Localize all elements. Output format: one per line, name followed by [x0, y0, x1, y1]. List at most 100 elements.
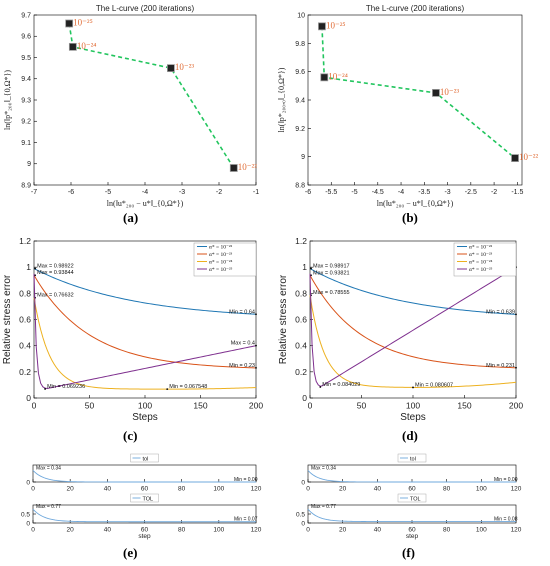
y-tick-label: 9.2 [21, 119, 31, 126]
x-tick-label: -3 [179, 189, 185, 196]
axes-c [33, 240, 257, 399]
lcurve-line [321, 26, 516, 159]
lcurve-point [511, 154, 519, 162]
chart-title: The L-curve (200 iterations) [96, 4, 195, 13]
x-tick-label: -1 [253, 189, 259, 196]
y-tick-label: 9.5 [21, 55, 31, 62]
y-axis-label: Relative stress error [278, 274, 289, 364]
x-tick-label: 120 [251, 527, 262, 534]
datatip-point [515, 313, 517, 316]
alpha-label: 10⁻²⁵ [73, 18, 93, 28]
y-tick-label: 0.6 [295, 314, 307, 324]
x-tick-label: -3.5 [418, 189, 430, 196]
x-tick-label: 60 [141, 527, 149, 534]
legend-entry: α* = 10⁻²⁵ [469, 267, 493, 273]
axes-b [307, 14, 523, 186]
panel-label-d: (d) [402, 428, 418, 443]
datatip-label: Min = 0.080607 [415, 382, 453, 388]
legend-entry: α* = 10⁻²² [469, 245, 493, 251]
datatip-label: Max = 0.98922 [37, 264, 74, 270]
series-line [309, 295, 517, 388]
datatip-label: Max = 0.34 [36, 465, 61, 471]
y-tick-label: 9.4 [295, 97, 305, 104]
y-tick-label: 0.2 [295, 367, 307, 377]
x-tick-label: 0 [31, 527, 35, 534]
series-line [309, 275, 517, 369]
lcurve-point [68, 42, 77, 51]
y-tick-label: 8.8 [295, 182, 305, 189]
datatip-label: Min = 0.231 [486, 363, 515, 369]
panel-label-c: (c) [123, 428, 138, 443]
datatip-point [255, 313, 257, 316]
y-tick-label: 1 [302, 262, 307, 272]
y-tick-label: 9.6 [295, 69, 305, 76]
x-tick-label: -3 [444, 189, 450, 196]
x-tick-label: 60 [141, 486, 149, 493]
x-axis-label: Steps [400, 412, 426, 423]
x-axis-label: ln(‖u*₂₀₀ − u*‖_{0,Ω*}) [107, 199, 184, 208]
y-tick-label: 9.6 [21, 34, 31, 41]
y-tick-label: 9 [27, 161, 31, 168]
x-tick-label: -4.5 [372, 189, 384, 196]
x-tick-label: -5.5 [325, 189, 337, 196]
alpha-label: 10⁻²⁴ [77, 41, 97, 51]
x-tick-label: 50 [357, 401, 367, 411]
y-tick-label: 0.4 [295, 341, 307, 351]
datatip-label: Max = 0.93821 [313, 270, 350, 276]
x-tick-label: 20 [339, 486, 347, 493]
lcurve-point [166, 64, 175, 73]
series-line [33, 297, 257, 390]
lcurve-point [65, 19, 74, 28]
tol-line [307, 470, 516, 483]
legend-entry: TOL [410, 496, 421, 502]
tol-line [32, 508, 256, 523]
datatip-point [255, 367, 257, 369]
x-tick-label: -6 [305, 189, 311, 196]
x-tick-label: 40 [374, 527, 382, 534]
x-tick-label: 100 [476, 527, 487, 534]
y-tick-label: 0.2 [19, 367, 31, 377]
x-tick-label: 100 [213, 527, 224, 534]
x-axis-label: Steps [132, 412, 158, 423]
x-tick-label: 40 [104, 486, 112, 493]
datatip-label: Min = 0.08 [494, 517, 518, 523]
x-tick-label: 0 [306, 486, 310, 493]
axes-e1 [32, 464, 257, 483]
x-tick-label: 120 [251, 486, 262, 493]
x-tick-label: 80 [443, 486, 451, 493]
panel-label-f: (f) [402, 545, 415, 560]
series-line [33, 273, 257, 389]
lcurve-line [68, 23, 235, 169]
x-tick-label: -7 [31, 189, 37, 196]
datatip-point [166, 388, 169, 391]
x-tick-label: -4 [398, 189, 404, 196]
legend-entry: α* = 10⁻²³ [469, 252, 493, 258]
y-tick-label: 9.7 [21, 12, 31, 19]
legend-entry: TOL [143, 496, 154, 502]
datatip-label: Max = 0.4 [231, 341, 255, 347]
y-tick-label: 0.8 [295, 288, 307, 298]
y-tick-label: 10 [297, 12, 305, 19]
x-tick-label: -2 [491, 189, 497, 196]
y-tick-label: 9 [301, 154, 305, 161]
axes-a [33, 14, 257, 186]
y-tick-label: 9.3 [21, 97, 31, 104]
alpha-label: 10⁻²⁵ [326, 20, 346, 30]
x-tick-label: 100 [476, 486, 487, 493]
alpha-label: 10⁻²⁴ [328, 71, 348, 81]
x-tick-label: 100 [138, 401, 152, 411]
x-tick-label: -5 [351, 189, 357, 196]
datatip-label: Max = 0.93844 [37, 270, 74, 276]
lcurve-point [432, 89, 440, 97]
datatip-point [412, 386, 414, 389]
datatip-point [310, 267, 312, 270]
legend-entry: α* = 10⁻²³ [209, 252, 233, 258]
legend-box [453, 242, 517, 277]
datatip-label: Max = 0.98917 [313, 264, 350, 270]
lcurve-point [229, 164, 238, 172]
x-tick-label: 150 [457, 401, 471, 411]
series-line [309, 268, 517, 315]
lcurve-point [318, 22, 326, 31]
x-tick-label: -2.5 [465, 189, 477, 196]
x-axis-label: ln(‖u*₂₀₀ − u*‖_{0,Ω*}) [377, 199, 454, 208]
